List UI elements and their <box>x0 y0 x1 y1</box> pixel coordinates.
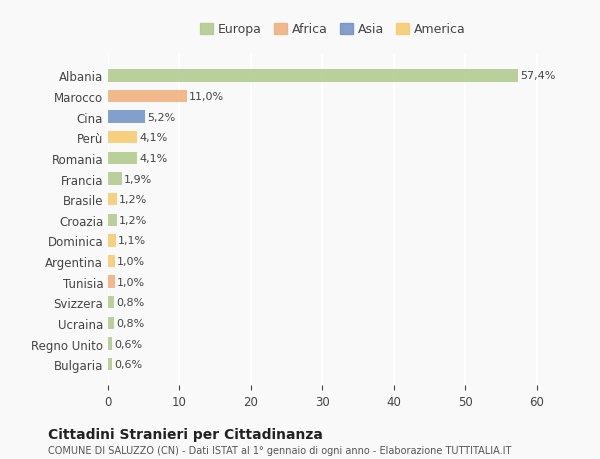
Text: 1,0%: 1,0% <box>117 277 145 287</box>
Text: 5,2%: 5,2% <box>147 112 176 123</box>
Text: 0,8%: 0,8% <box>116 318 144 328</box>
Bar <box>108 338 112 350</box>
Bar <box>108 358 112 370</box>
Bar <box>108 132 137 144</box>
Legend: Europa, Africa, Asia, America: Europa, Africa, Asia, America <box>196 18 470 41</box>
Text: 1,0%: 1,0% <box>117 257 145 267</box>
Text: 0,8%: 0,8% <box>116 297 144 308</box>
Text: Cittadini Stranieri per Cittadinanza: Cittadini Stranieri per Cittadinanza <box>48 427 323 441</box>
Text: 4,1%: 4,1% <box>139 133 167 143</box>
Bar <box>108 70 518 83</box>
Bar <box>108 194 116 206</box>
Bar <box>108 297 114 309</box>
Text: 57,4%: 57,4% <box>520 71 556 81</box>
Text: 1,1%: 1,1% <box>118 236 146 246</box>
Bar <box>108 317 114 330</box>
Bar <box>108 173 122 185</box>
Text: 0,6%: 0,6% <box>115 359 143 369</box>
Bar <box>108 255 115 268</box>
Text: COMUNE DI SALUZZO (CN) - Dati ISTAT al 1° gennaio di ogni anno - Elaborazione TU: COMUNE DI SALUZZO (CN) - Dati ISTAT al 1… <box>48 445 511 455</box>
Bar <box>108 152 137 165</box>
Text: 1,9%: 1,9% <box>124 174 152 184</box>
Bar <box>108 91 187 103</box>
Text: 1,2%: 1,2% <box>119 195 147 205</box>
Bar <box>108 235 116 247</box>
Text: 4,1%: 4,1% <box>139 154 167 163</box>
Text: 11,0%: 11,0% <box>189 92 224 102</box>
Bar <box>108 276 115 288</box>
Bar <box>108 214 116 226</box>
Bar <box>108 111 145 123</box>
Text: 1,2%: 1,2% <box>119 215 147 225</box>
Text: 0,6%: 0,6% <box>115 339 143 349</box>
